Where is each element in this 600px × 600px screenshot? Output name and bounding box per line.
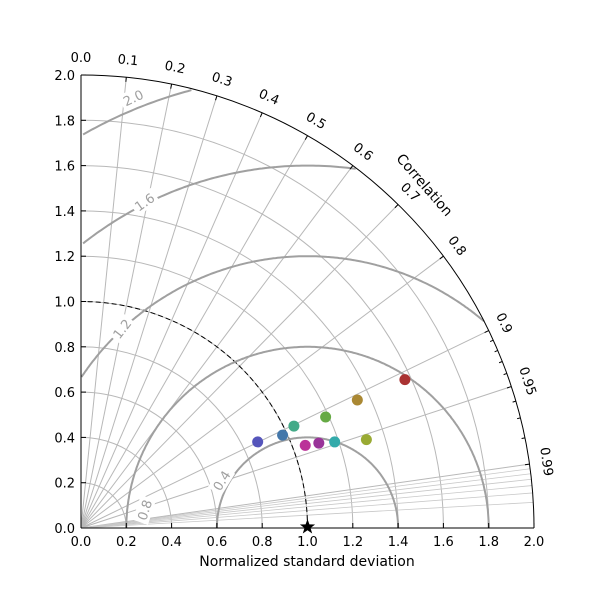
correlation-tick-label: 0.0 [71,51,92,66]
axes-layer [80,74,535,529]
rms-contour-line [125,345,490,528]
x-tick-label: 0.4 [161,535,182,550]
y-tick-label: 1.6 [54,160,75,175]
correlation-tick-label: 0.4 [256,87,281,109]
correlation-tick-label: 0.9 [492,311,515,336]
x-tick-label: 1.6 [433,535,454,550]
correlation-minor-tick [494,350,498,353]
y-tick-label: 1.0 [54,296,75,311]
data-point-layer [252,374,411,534]
std-grid-arc [80,255,354,529]
y-tick-label: 0.2 [54,477,75,492]
grid-layer [80,77,534,529]
y-tick-label: 1.2 [54,250,75,265]
outer-arc [80,74,535,529]
correlation-tick-label: 0.1 [117,52,139,69]
data-point [252,436,264,448]
correlation-minor-tick [489,339,494,343]
correlation-grid-line [80,468,531,529]
std-grid-arc [80,391,218,529]
correlation-minor-tick [503,372,507,376]
correlation-tick-label: 0.95 [515,365,538,397]
reference-star-marker [299,519,316,534]
y-tick-label: 0.8 [54,341,75,356]
x-tick-label: 0.8 [252,535,273,550]
data-point [360,434,372,446]
data-point [288,420,300,432]
data-point [320,411,332,423]
x-tick-label: 1.4 [388,535,409,550]
x-tick-label: 1.0 [297,535,318,550]
std-grid-arc [80,346,263,529]
correlation-grid-line [80,95,218,529]
correlation-tick-mark [170,84,173,89]
std-grid-arc [80,165,444,529]
std-grid-arc [80,119,490,529]
data-point [399,374,411,386]
rms-contour-line [80,255,485,378]
x-tick-label: 0.6 [207,535,228,550]
y-tick-label: 2.0 [54,69,75,84]
correlation-tick-label: 0.5 [303,110,328,133]
rms-label-background [207,465,236,496]
correlation-minor-tick [521,437,526,440]
x-tick-label: 1.8 [478,535,499,550]
correlation-tick-mark [349,165,354,170]
x-tick-label: 1.2 [342,535,363,550]
correlation-tick-mark [394,204,399,209]
data-point [329,436,341,448]
rms-label-background [117,84,149,111]
correlation-tick-mark [259,112,263,118]
correlation-tick-mark [304,135,308,140]
correlation-grid-line [80,330,489,529]
correlation-tick-mark [524,463,530,466]
y-tick-label: 0.4 [54,431,75,446]
correlation-tick-label: 0.99 [536,446,555,477]
rms-contour-label: 0.8 [136,498,157,522]
y-tick-label: 0.0 [54,522,75,537]
y-tick-label: 1.4 [54,205,75,220]
x-tick-label: 0.2 [116,535,137,550]
y-tick-label: 0.6 [54,386,75,401]
std-grid-arc [80,210,399,529]
correlation-tick-label: 0.8 [444,234,468,260]
rms-label-background [129,187,160,216]
x-tick-label: 2.0 [524,535,545,550]
data-point [299,439,311,451]
correlation-tick-mark [215,95,218,101]
rms-contour-line [82,89,192,136]
rms-label-background [107,313,137,344]
correlation-grid-line [80,112,263,529]
correlation-grid-line [80,135,308,529]
correlation-minor-tick [498,361,503,364]
rms-label-background [132,495,157,525]
rms-contour-line [82,164,356,245]
correlation-tick-mark [439,255,444,260]
correlation-tick-mark [484,330,489,333]
x-tick-label: 0.0 [71,535,92,550]
correlation-tick-label: 0.2 [163,59,186,78]
correlation-tick-label: 0.3 [210,70,234,91]
x-axis-title: Normalized standard deviation [199,554,414,570]
correlation-minor-tick [512,400,517,403]
y-tick-label: 1.8 [54,114,75,129]
correlation-grid-line [80,84,173,529]
data-point [313,437,325,449]
data-point [351,394,363,406]
reference-std-arc [80,301,308,529]
correlation-grid-line [80,485,533,529]
correlation-tick-label: 0.6 [350,140,376,164]
correlation-tick-mark [506,386,512,389]
correlation-minor-tick [516,417,521,420]
data-point [277,429,289,441]
